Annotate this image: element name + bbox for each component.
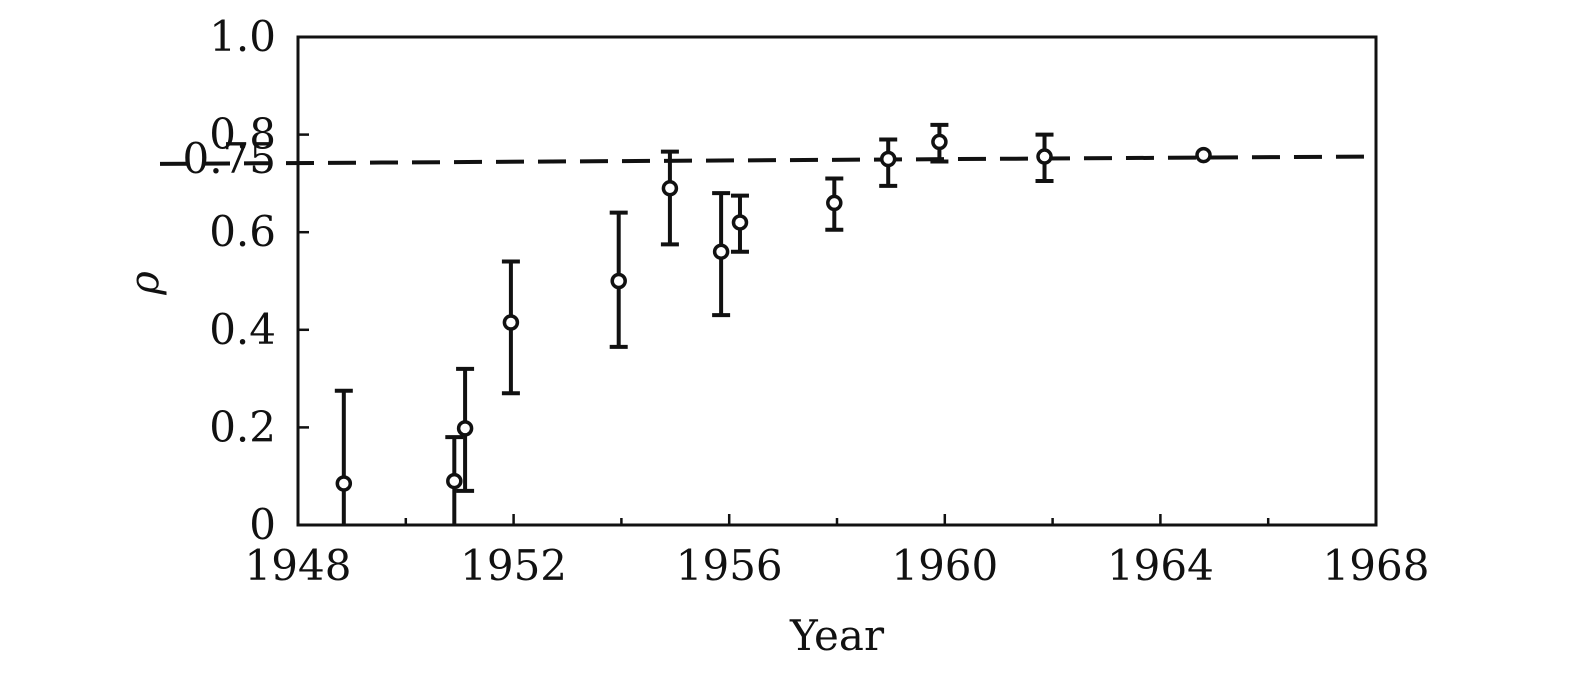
x-tick-label: 1964 bbox=[1107, 541, 1214, 590]
tick-layer: 1948 1952 1956 1960 1964 1968 0 0.2 0.4 0.6 0.750.… bbox=[182, 12, 1429, 590]
y-tick-label: 1.0 bbox=[209, 12, 276, 61]
data-point bbox=[879, 150, 897, 168]
y-tick-label: 0.75 bbox=[182, 134, 276, 183]
x-axis-title: Year bbox=[789, 611, 885, 660]
error-bar-layer bbox=[334, 122, 1054, 525]
y-tick-label: 0 bbox=[249, 500, 276, 549]
reference-line bbox=[159, 154, 1373, 166]
plot-frame bbox=[296, 35, 1378, 527]
data-point bbox=[731, 214, 749, 231]
data-point bbox=[335, 475, 353, 492]
reference-line-layer bbox=[159, 154, 1373, 166]
data-point bbox=[502, 314, 520, 331]
data-point bbox=[661, 180, 679, 197]
data-point bbox=[1036, 148, 1053, 165]
data-point bbox=[826, 194, 843, 212]
x-tick-label: 1952 bbox=[460, 541, 567, 590]
x-tick-label: 1948 bbox=[245, 541, 352, 590]
data-point bbox=[456, 420, 474, 437]
y-tick-label: 0.8 bbox=[209, 110, 276, 159]
y-tick-label: 0.2 bbox=[209, 402, 276, 451]
y-axis-title: ρ bbox=[122, 271, 168, 296]
x-tick-label: 1968 bbox=[1323, 541, 1430, 590]
y-tick-label: 0.6 bbox=[209, 207, 276, 256]
data-point bbox=[610, 272, 627, 290]
x-tick-label: 1960 bbox=[891, 541, 998, 590]
data-point bbox=[931, 133, 948, 151]
data-point bbox=[446, 472, 463, 490]
y-tick-label: 0.4 bbox=[209, 305, 276, 354]
data-point bbox=[712, 243, 730, 260]
data-point bbox=[1195, 146, 1212, 164]
data-point-layer bbox=[335, 133, 1212, 492]
x-tick-label: 1956 bbox=[676, 541, 783, 590]
